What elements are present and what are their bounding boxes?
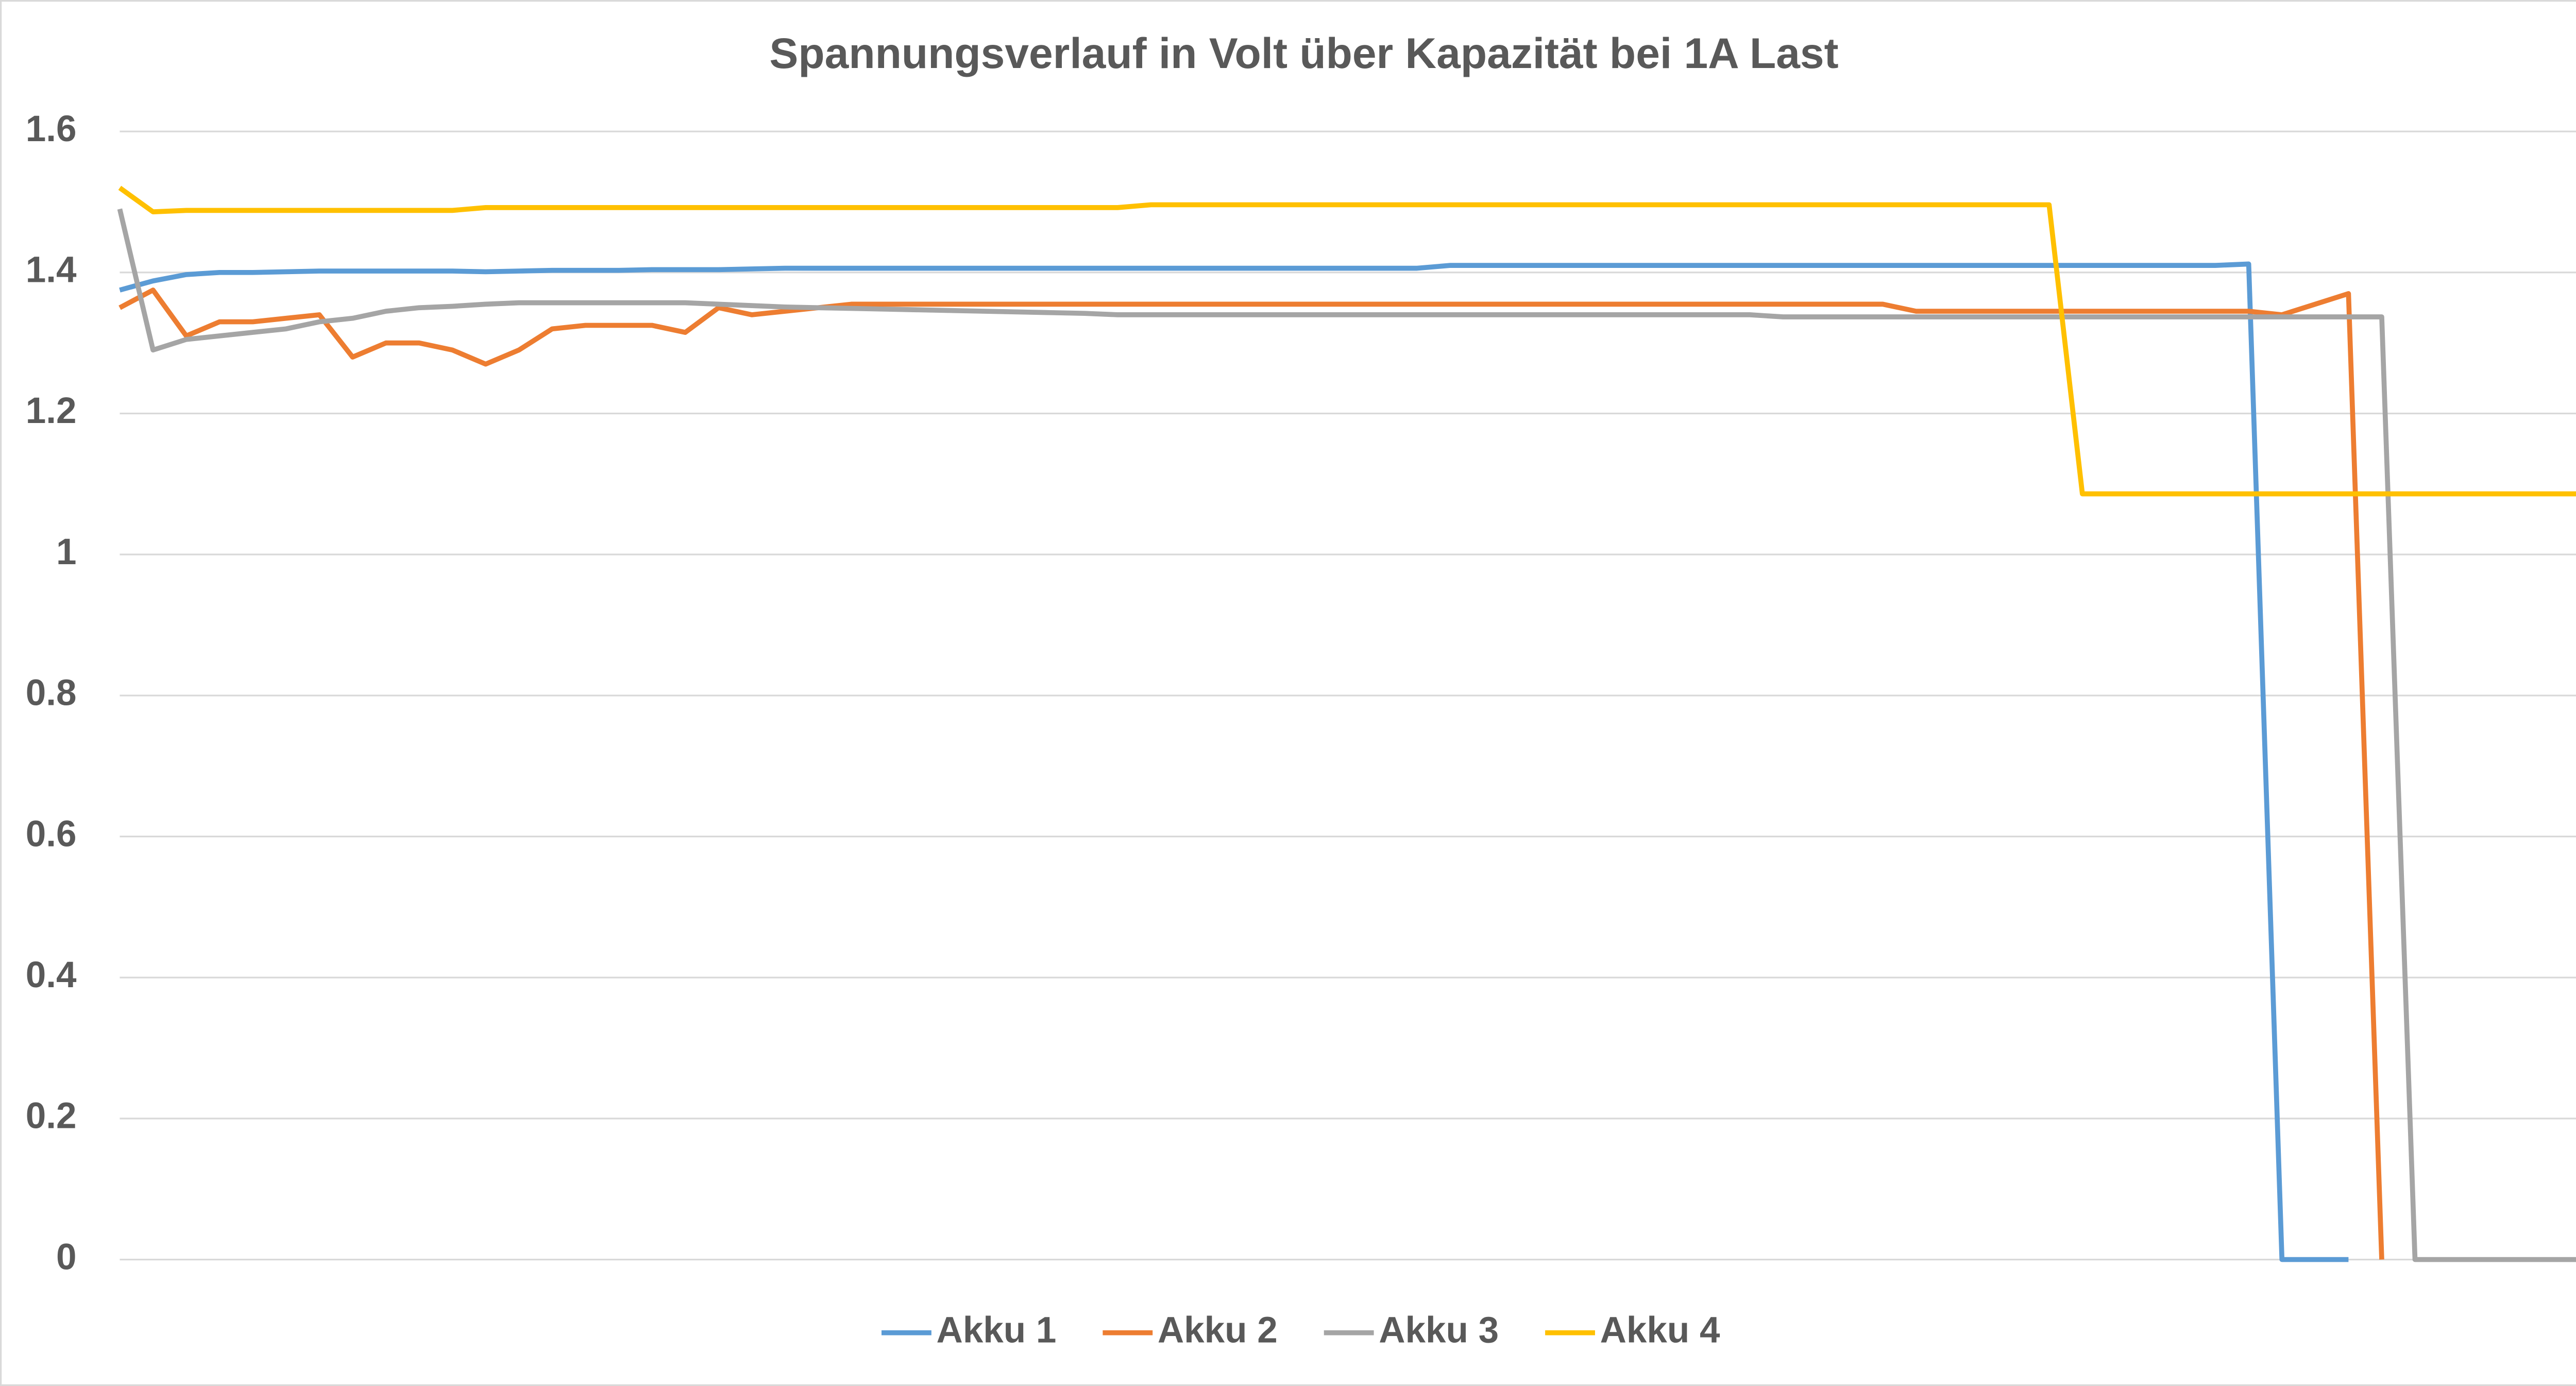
series-line: [117, 208, 2576, 1262]
y-tick-label: 1: [56, 532, 76, 572]
y-tick-label: 0.4: [26, 955, 77, 995]
y-tick-label: 0: [56, 1237, 76, 1277]
legend-label: Akku 3: [1379, 1310, 1499, 1350]
series-line: [118, 185, 2576, 497]
legend-label: Akku 2: [1158, 1310, 1278, 1350]
y-tick-label: 1.2: [26, 391, 77, 431]
y-tick-label: 1.4: [26, 250, 77, 291]
series-line: [118, 288, 2384, 1260]
series-line: [119, 261, 2349, 1262]
legend-label: Akku 4: [1600, 1310, 1720, 1350]
y-tick-label: 0.8: [26, 673, 77, 714]
y-tick-label: 0.6: [26, 814, 77, 854]
chart-title: Spannungsverlauf in Volt über Kapazität …: [769, 29, 1838, 77]
legend-label: Akku 1: [937, 1310, 1057, 1350]
y-tick-label: 0.2: [26, 1096, 77, 1137]
y-tick-label: 1.6: [26, 109, 77, 149]
